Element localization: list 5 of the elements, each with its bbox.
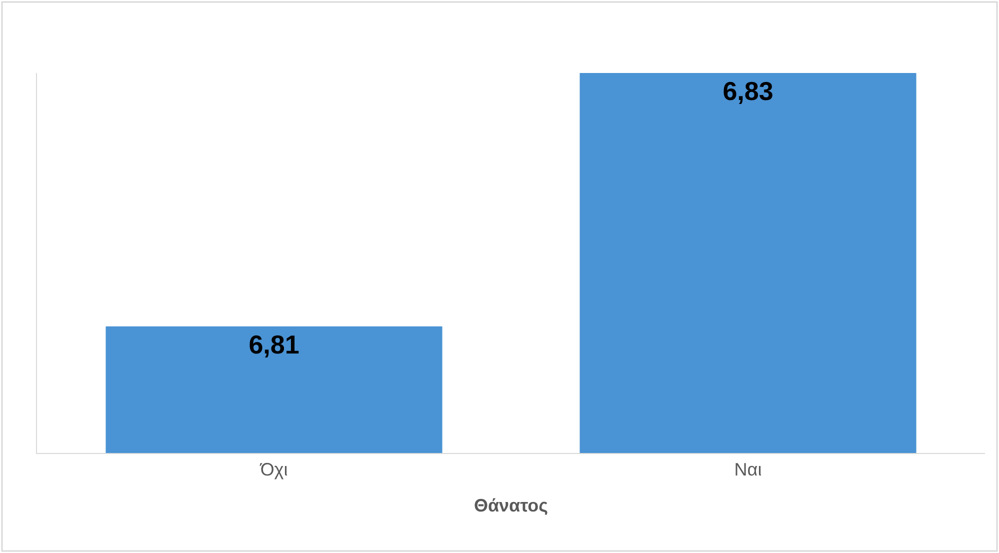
data-label: 6,81 [248, 329, 300, 360]
data-label: 6,83 [722, 76, 774, 106]
x-tick-label: Ναι [734, 460, 762, 480]
x-axis-title: Θάνατος [474, 496, 548, 516]
x-tick-label: Όχι [259, 460, 288, 480]
